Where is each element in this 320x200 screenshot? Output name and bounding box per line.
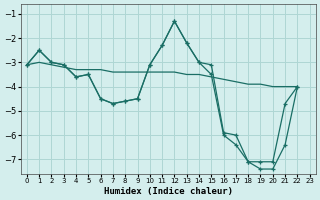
X-axis label: Humidex (Indice chaleur): Humidex (Indice chaleur) (104, 187, 233, 196)
